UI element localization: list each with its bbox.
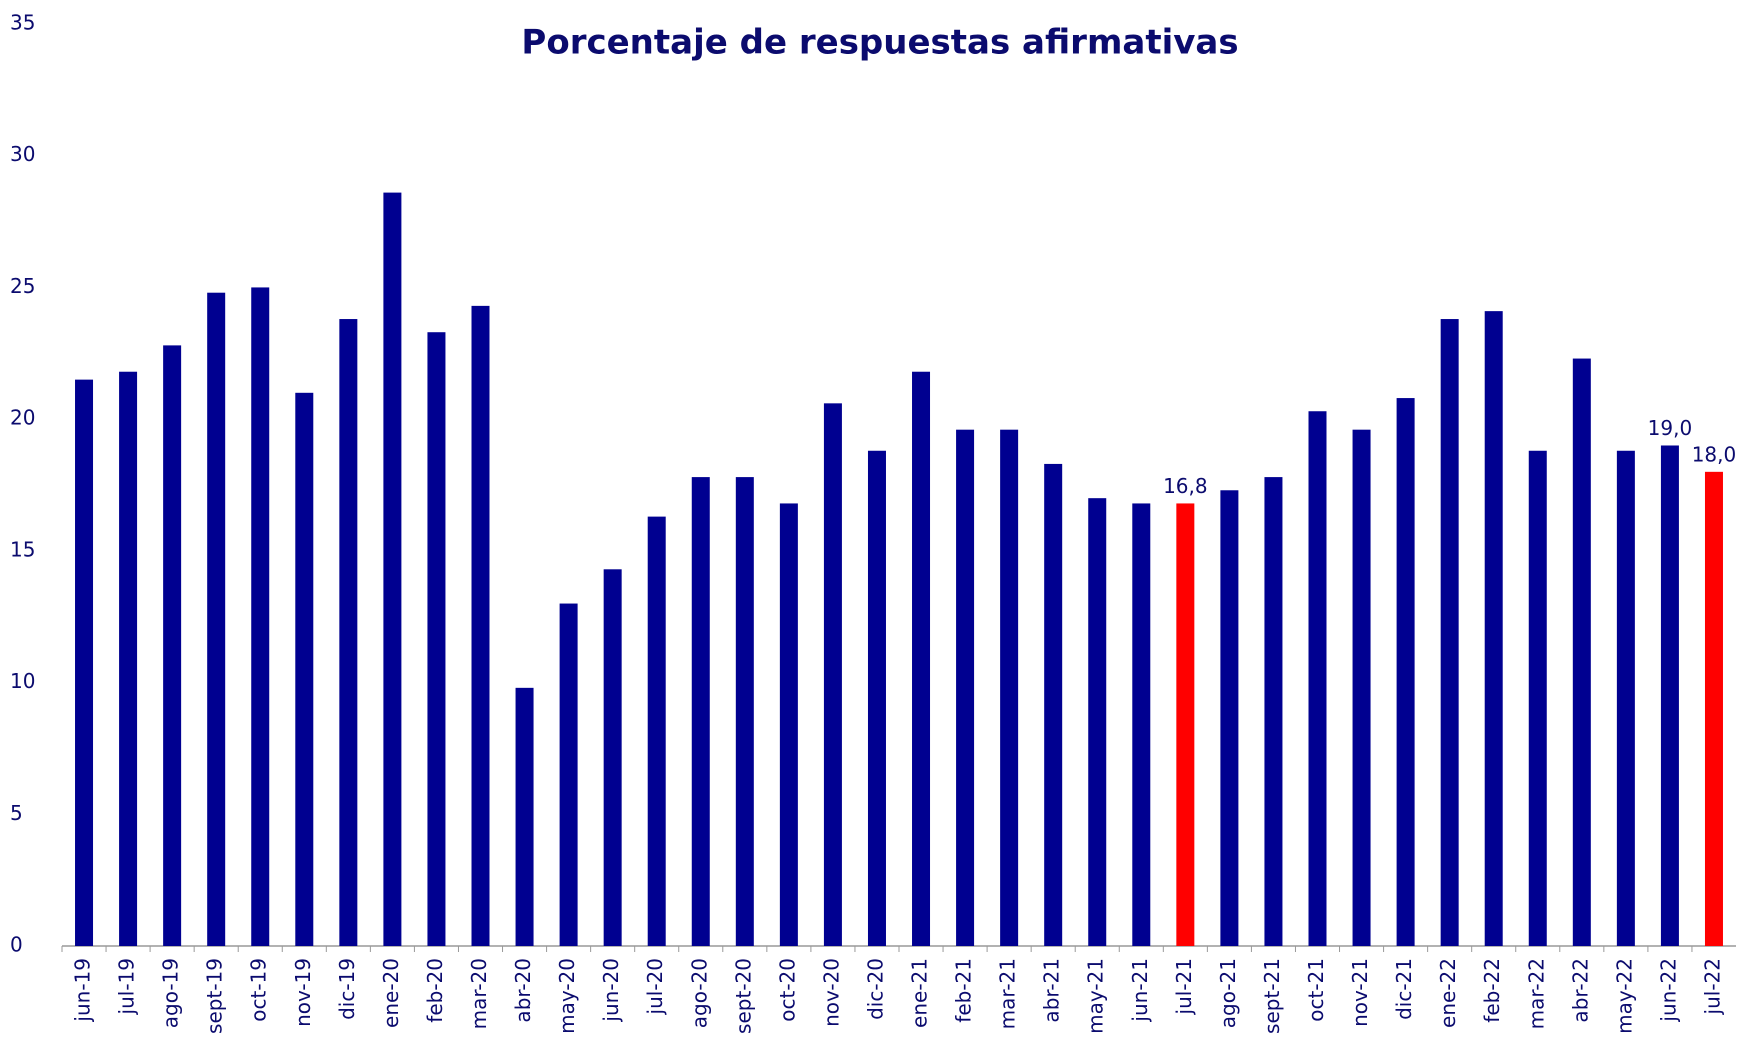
- y-tick-label: 15: [10, 537, 35, 561]
- bar: [1264, 477, 1283, 946]
- bar: [559, 603, 578, 946]
- x-tick-label: nov-20: [819, 958, 843, 1027]
- x-tick-label: ago-20: [687, 958, 711, 1028]
- x-tick-label: may-21: [1084, 958, 1108, 1034]
- bar: [1352, 429, 1371, 946]
- y-tick-label: 25: [10, 274, 35, 298]
- x-tick-label: abr-21: [1040, 958, 1064, 1023]
- bar: [251, 287, 270, 946]
- x-tick-label: ene-20: [379, 958, 403, 1028]
- y-tick-label: 30: [10, 142, 35, 166]
- x-tick-label: may-22: [1612, 958, 1636, 1034]
- bar: [956, 429, 975, 946]
- x-tick-label: nov-21: [1348, 958, 1372, 1027]
- x-tick-label: ene-22: [1436, 958, 1460, 1028]
- bar: [1572, 358, 1591, 946]
- x-tick-label: abr-20: [511, 958, 535, 1023]
- x-tick-label: oct-20: [775, 958, 799, 1022]
- bar: [1396, 398, 1415, 946]
- x-tick-label: ene-21: [908, 958, 932, 1028]
- x-tick-label: jun-20: [599, 958, 623, 1023]
- y-tick-label: 35: [10, 11, 35, 35]
- bar: [339, 319, 358, 946]
- bar: [823, 403, 842, 946]
- bar: [1528, 450, 1547, 946]
- x-tick-label: jul-19: [115, 958, 139, 1015]
- x-tick-label: ago-21: [1216, 958, 1240, 1028]
- bar: [515, 687, 534, 946]
- bar: [779, 503, 798, 946]
- bar: [1660, 445, 1679, 946]
- bar: [471, 305, 490, 947]
- chart-title: Porcentaje de respuestas afirmativas: [521, 23, 1238, 63]
- bar: [1176, 503, 1195, 946]
- y-tick-label: 0: [10, 933, 23, 957]
- bar: [1440, 319, 1459, 946]
- bar: [1220, 490, 1239, 946]
- x-tick-label: feb-21: [952, 958, 976, 1023]
- bar: [867, 450, 886, 946]
- x-tick-label: feb-22: [1480, 958, 1504, 1023]
- bar: [295, 392, 314, 946]
- bar: [1044, 463, 1063, 946]
- bar: [383, 192, 402, 946]
- x-tick-label: sept-21: [1260, 958, 1284, 1034]
- x-tick-label: oct-21: [1304, 958, 1328, 1022]
- value-label: 19,0: [1648, 416, 1693, 440]
- x-tick-label: jul-21: [1172, 958, 1196, 1015]
- bar: [163, 345, 182, 947]
- bar: [912, 371, 931, 946]
- bar: [75, 379, 94, 947]
- x-tick-label: sept-20: [731, 958, 755, 1034]
- x-tick-label: nov-19: [291, 958, 315, 1027]
- x-tick-label: sept-19: [203, 958, 227, 1034]
- bar: [1704, 471, 1723, 946]
- bar: [1308, 411, 1327, 946]
- bar: [735, 477, 754, 946]
- bar: [1132, 503, 1151, 946]
- bar: [647, 516, 666, 946]
- bar: [1484, 311, 1503, 946]
- bar: [603, 569, 622, 946]
- x-tick-label: dic-19: [335, 958, 359, 1020]
- bar: [427, 332, 446, 946]
- x-tick-label: abr-22: [1568, 958, 1592, 1023]
- x-tick-label: jun-22: [1656, 958, 1680, 1023]
- bar: [1000, 429, 1019, 946]
- y-tick-label: 20: [10, 406, 35, 430]
- bar: [691, 477, 710, 946]
- x-tick-label: mar-20: [467, 958, 491, 1029]
- value-label: 16,8: [1163, 474, 1208, 498]
- x-tick-label: feb-20: [423, 958, 447, 1023]
- x-tick-label: dic-21: [1392, 958, 1416, 1020]
- y-tick-label: 5: [10, 801, 23, 825]
- x-tick-label: jul-22: [1700, 958, 1724, 1015]
- x-tick-label: mar-21: [996, 958, 1020, 1029]
- x-tick-label: jun-19: [71, 958, 95, 1023]
- value-label: 18,0: [1692, 442, 1737, 466]
- x-tick-label: may-20: [555, 958, 579, 1034]
- bar: [207, 292, 226, 946]
- y-tick-label: 10: [10, 669, 35, 693]
- x-tick-label: mar-22: [1524, 958, 1548, 1029]
- x-tick-label: oct-19: [247, 958, 271, 1022]
- bar: [119, 371, 138, 946]
- x-tick-label: jul-20: [643, 958, 667, 1015]
- x-tick-label: dic-20: [863, 958, 887, 1020]
- x-tick-label: ago-19: [159, 958, 183, 1028]
- bar: [1616, 450, 1635, 946]
- x-tick-label: jun-21: [1128, 958, 1152, 1023]
- bar: [1088, 498, 1107, 946]
